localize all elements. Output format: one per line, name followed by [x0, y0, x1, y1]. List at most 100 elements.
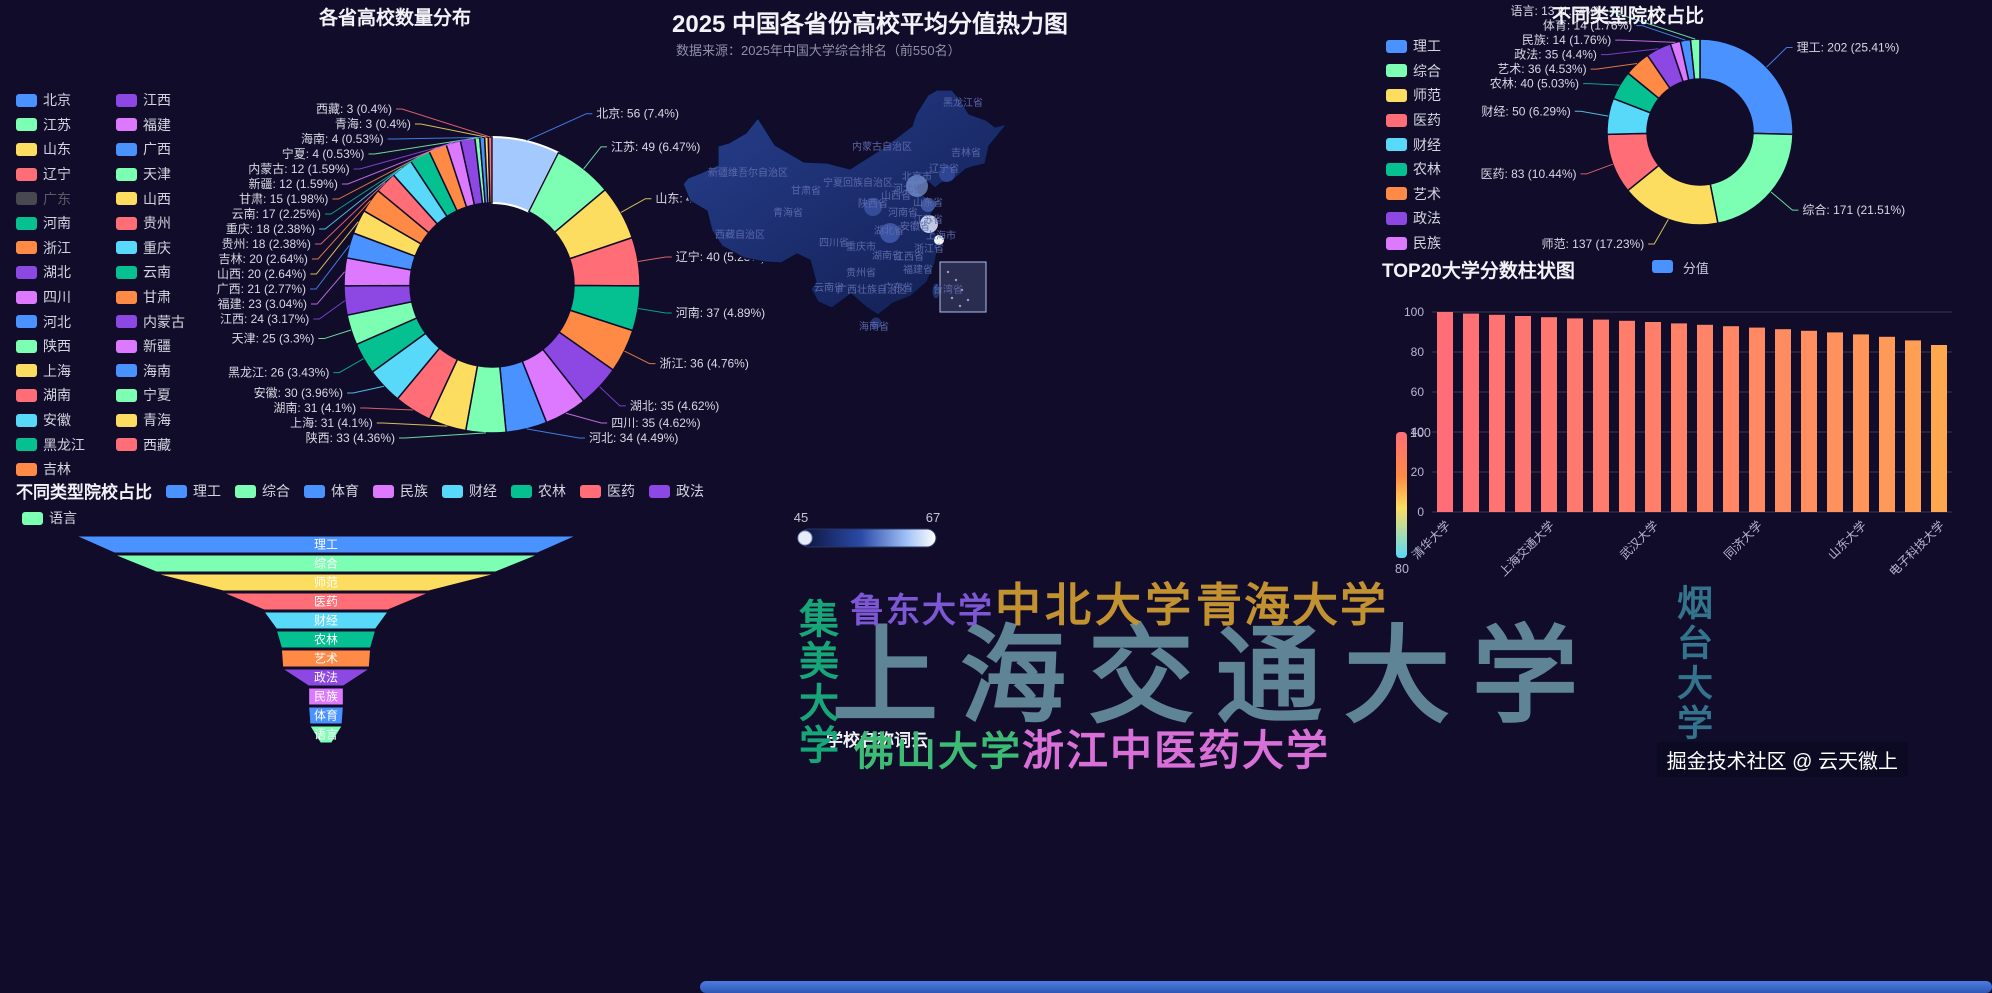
wordcloud-word-上海交通大学[interactable]: 上海交通大学 [832, 618, 1600, 736]
legend-item-西藏[interactable]: 西藏 [116, 432, 185, 457]
legend-item-河北[interactable]: 河北 [16, 309, 85, 334]
legend-item-综合[interactable]: 综合 [1386, 59, 1441, 84]
funnel-band-农林[interactable] [275, 630, 377, 649]
funnel-band-艺术[interactable] [280, 649, 372, 668]
legend-item-政法[interactable]: 政法 [1386, 206, 1441, 231]
watermark: 掘金技术社区 @ 云天徽上 [1656, 742, 1908, 777]
legend-item-农林[interactable]: 农林 [1386, 157, 1441, 182]
legend-item-政法[interactable]: 政法 [649, 481, 704, 501]
legend-item-体育[interactable]: 体育 [304, 481, 359, 501]
funnel-band-政法[interactable] [281, 668, 371, 687]
legend-item-四川[interactable]: 四川 [16, 285, 85, 310]
funnel-band-语言[interactable] [309, 725, 343, 744]
pie-slice-语言[interactable] [1689, 38, 1701, 81]
bar-rank-15[interactable] [1801, 330, 1817, 512]
legend-item-江苏[interactable]: 江苏 [16, 113, 85, 138]
legend-item-山东[interactable]: 山东 [16, 137, 85, 162]
legend-item-河南[interactable]: 河南 [16, 211, 85, 236]
bar-山东大学[interactable] [1853, 334, 1869, 512]
legend-item-浙江[interactable]: 浙江 [16, 236, 85, 261]
bar-visualmap-bar[interactable] [1396, 432, 1407, 558]
pie-slice-理工[interactable] [1699, 38, 1794, 136]
legend-item-财经[interactable]: 财经 [1386, 132, 1441, 157]
map-hainan[interactable] [869, 316, 883, 330]
bar-rank-11[interactable] [1697, 324, 1713, 512]
funnel-band-理工[interactable] [75, 535, 577, 554]
wordcloud-word-佛山大学[interactable]: 佛山大学 [854, 730, 1022, 774]
bar-rank-18[interactable] [1879, 336, 1895, 512]
pie-label: 民族: 14 (1.76%) [1522, 33, 1611, 47]
wordcloud-word-鲁东大学[interactable]: 鲁东大学 [850, 592, 994, 630]
bar-清华大学[interactable] [1437, 312, 1453, 512]
legend-item-宁夏[interactable]: 宁夏 [116, 383, 185, 408]
bar-rank-14[interactable] [1775, 329, 1791, 512]
bar-rank-6[interactable] [1567, 318, 1583, 512]
legend-item-福建[interactable]: 福建 [116, 113, 185, 138]
legend-item-农林[interactable]: 农林 [511, 481, 566, 501]
bar-rank-10[interactable] [1671, 323, 1687, 512]
legend-item-广东[interactable]: 广东 [16, 186, 85, 211]
legend-item-天津[interactable]: 天津 [116, 162, 185, 187]
wordcloud-word-青海大学[interactable]: 青海大学 [1196, 579, 1388, 631]
funnel-band-财经[interactable] [263, 611, 389, 630]
bar-rank-7[interactable] [1593, 319, 1609, 512]
bar-rank-16[interactable] [1827, 332, 1843, 512]
bar-rank-8[interactable] [1619, 320, 1635, 512]
wordcloud-word-集美大学[interactable]: 集美大学 [793, 598, 837, 766]
bar-同济大学[interactable] [1749, 327, 1765, 512]
legend-item-重庆[interactable]: 重庆 [116, 236, 185, 261]
bar-rank-3[interactable] [1489, 314, 1505, 512]
funnel-band-师范[interactable] [156, 573, 496, 592]
bar-rank-2[interactable] [1463, 313, 1479, 512]
funnel-band-医药[interactable] [223, 592, 429, 611]
legend-item-青海[interactable]: 青海 [116, 408, 185, 433]
legend-item-吉林[interactable]: 吉林 [16, 457, 85, 482]
bar-电子科技大学[interactable] [1931, 345, 1947, 512]
bar-legend-item[interactable]: 分值 [1652, 258, 1709, 277]
wordcloud-word-烟台大学[interactable]: 烟台大学 [1672, 584, 1713, 744]
bar-武汉大学[interactable] [1645, 322, 1661, 512]
legend-item-民族[interactable]: 民族 [373, 481, 428, 501]
legend-item-江西[interactable]: 江西 [116, 88, 185, 113]
legend-item-上海[interactable]: 上海 [16, 359, 85, 384]
legend-item-湖南[interactable]: 湖南 [16, 383, 85, 408]
map-visualmap-handle[interactable] [797, 530, 813, 546]
legend-item-贵州[interactable]: 贵州 [116, 211, 185, 236]
legend-item-黑龙江[interactable]: 黑龙江 [16, 432, 85, 457]
legend-item-新疆[interactable]: 新疆 [116, 334, 185, 359]
china-map[interactable] [682, 89, 1009, 316]
legend-item-陕西[interactable]: 陕西 [16, 334, 85, 359]
legend-item-山西[interactable]: 山西 [116, 186, 185, 211]
legend-item-医药[interactable]: 医药 [1386, 108, 1441, 133]
legend-item-医药[interactable]: 医药 [580, 481, 635, 501]
legend-item-财经[interactable]: 财经 [442, 481, 497, 501]
bar-上海交通大学[interactable] [1541, 317, 1557, 512]
legend-item-广西[interactable]: 广西 [116, 137, 185, 162]
pie-slice-综合[interactable] [1709, 132, 1794, 225]
legend-item-湖北[interactable]: 湖北 [16, 260, 85, 285]
bar-rank-4[interactable] [1515, 316, 1531, 512]
legend-item-内蒙古[interactable]: 内蒙古 [116, 309, 185, 334]
legend-item-综合[interactable]: 综合 [235, 481, 290, 501]
funnel-band-体育[interactable] [308, 706, 344, 725]
legend-item-师范[interactable]: 师范 [1386, 83, 1441, 108]
bottom-scrollbar[interactable] [700, 981, 1992, 993]
funnel-band-综合[interactable] [114, 554, 538, 573]
legend-item-辽宁[interactable]: 辽宁 [16, 162, 85, 187]
bar-rank-12[interactable] [1723, 326, 1739, 512]
legend-item-民族[interactable]: 民族 [1386, 231, 1441, 256]
legend-item-艺术[interactable]: 艺术 [1386, 182, 1441, 207]
legend-item-理工[interactable]: 理工 [166, 481, 221, 501]
legend-item-安徽[interactable]: 安徽 [16, 408, 85, 433]
legend-item-云南[interactable]: 云南 [116, 260, 185, 285]
funnel-band-民族[interactable] [308, 687, 344, 706]
legend-item-甘肃[interactable]: 甘肃 [116, 285, 185, 310]
wordcloud-word-中北大学[interactable]: 中北大学 [995, 579, 1195, 631]
legend-item-语言[interactable]: 语言 [22, 508, 77, 528]
legend-item-理工[interactable]: 理工 [1386, 34, 1441, 59]
wordcloud-word-浙江中医药大学[interactable]: 浙江中医药大学 [1022, 727, 1331, 774]
bar-rank-19[interactable] [1905, 340, 1921, 512]
legend-item-海南[interactable]: 海南 [116, 359, 185, 384]
legend-item-北京[interactable]: 北京 [16, 88, 85, 113]
map-visualmap-bar[interactable] [799, 528, 937, 548]
